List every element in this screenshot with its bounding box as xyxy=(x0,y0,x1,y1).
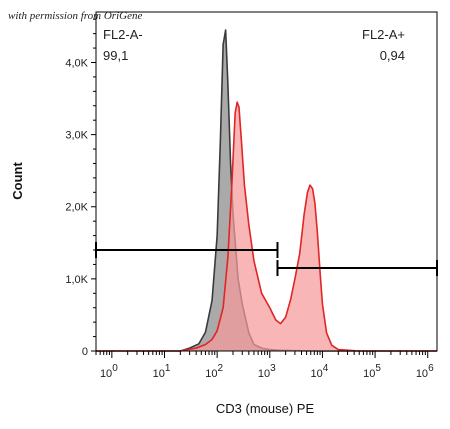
y-tick-label: 4,0K xyxy=(65,57,88,69)
x-tick-label: 104 xyxy=(311,363,329,380)
x-tick-label: 105 xyxy=(363,363,381,380)
x-tick-label: 103 xyxy=(258,363,276,380)
plot-frame xyxy=(95,11,438,352)
y-tick-label: 0 xyxy=(82,346,88,358)
gate-layer xyxy=(95,242,438,277)
x-axis: 100 101 102 103 104 105 106 xyxy=(95,351,434,380)
x-axis-title: CD3 (mouse) PE xyxy=(216,401,315,416)
watermark-text: with permission from OriGene xyxy=(8,10,142,22)
x-tick-label: 100 xyxy=(100,363,118,380)
x-tick-label: 102 xyxy=(205,363,223,380)
gate-percent-positive: 0,94 xyxy=(380,48,405,63)
y-tick-label: 1,0K xyxy=(65,274,88,286)
series-layer xyxy=(96,29,437,352)
y-axis-title: Count xyxy=(10,162,25,200)
gate-label-negative: FL2-A- xyxy=(103,27,143,42)
y-tick-label: 2,0K xyxy=(65,202,88,214)
x-tick-label: 106 xyxy=(416,363,434,380)
histogram-fill-2 xyxy=(96,102,437,351)
y-tick-label: 3,0K xyxy=(65,130,88,142)
gate-label-positive: FL2-A+ xyxy=(362,27,405,42)
x-tick-label: 101 xyxy=(153,363,171,380)
y-axis: 0 1,0K 2,0K 3,0K 4,0K xyxy=(65,18,96,358)
histogram-line-2 xyxy=(96,101,437,352)
gate-percent-negative: 99,1 xyxy=(103,48,128,63)
